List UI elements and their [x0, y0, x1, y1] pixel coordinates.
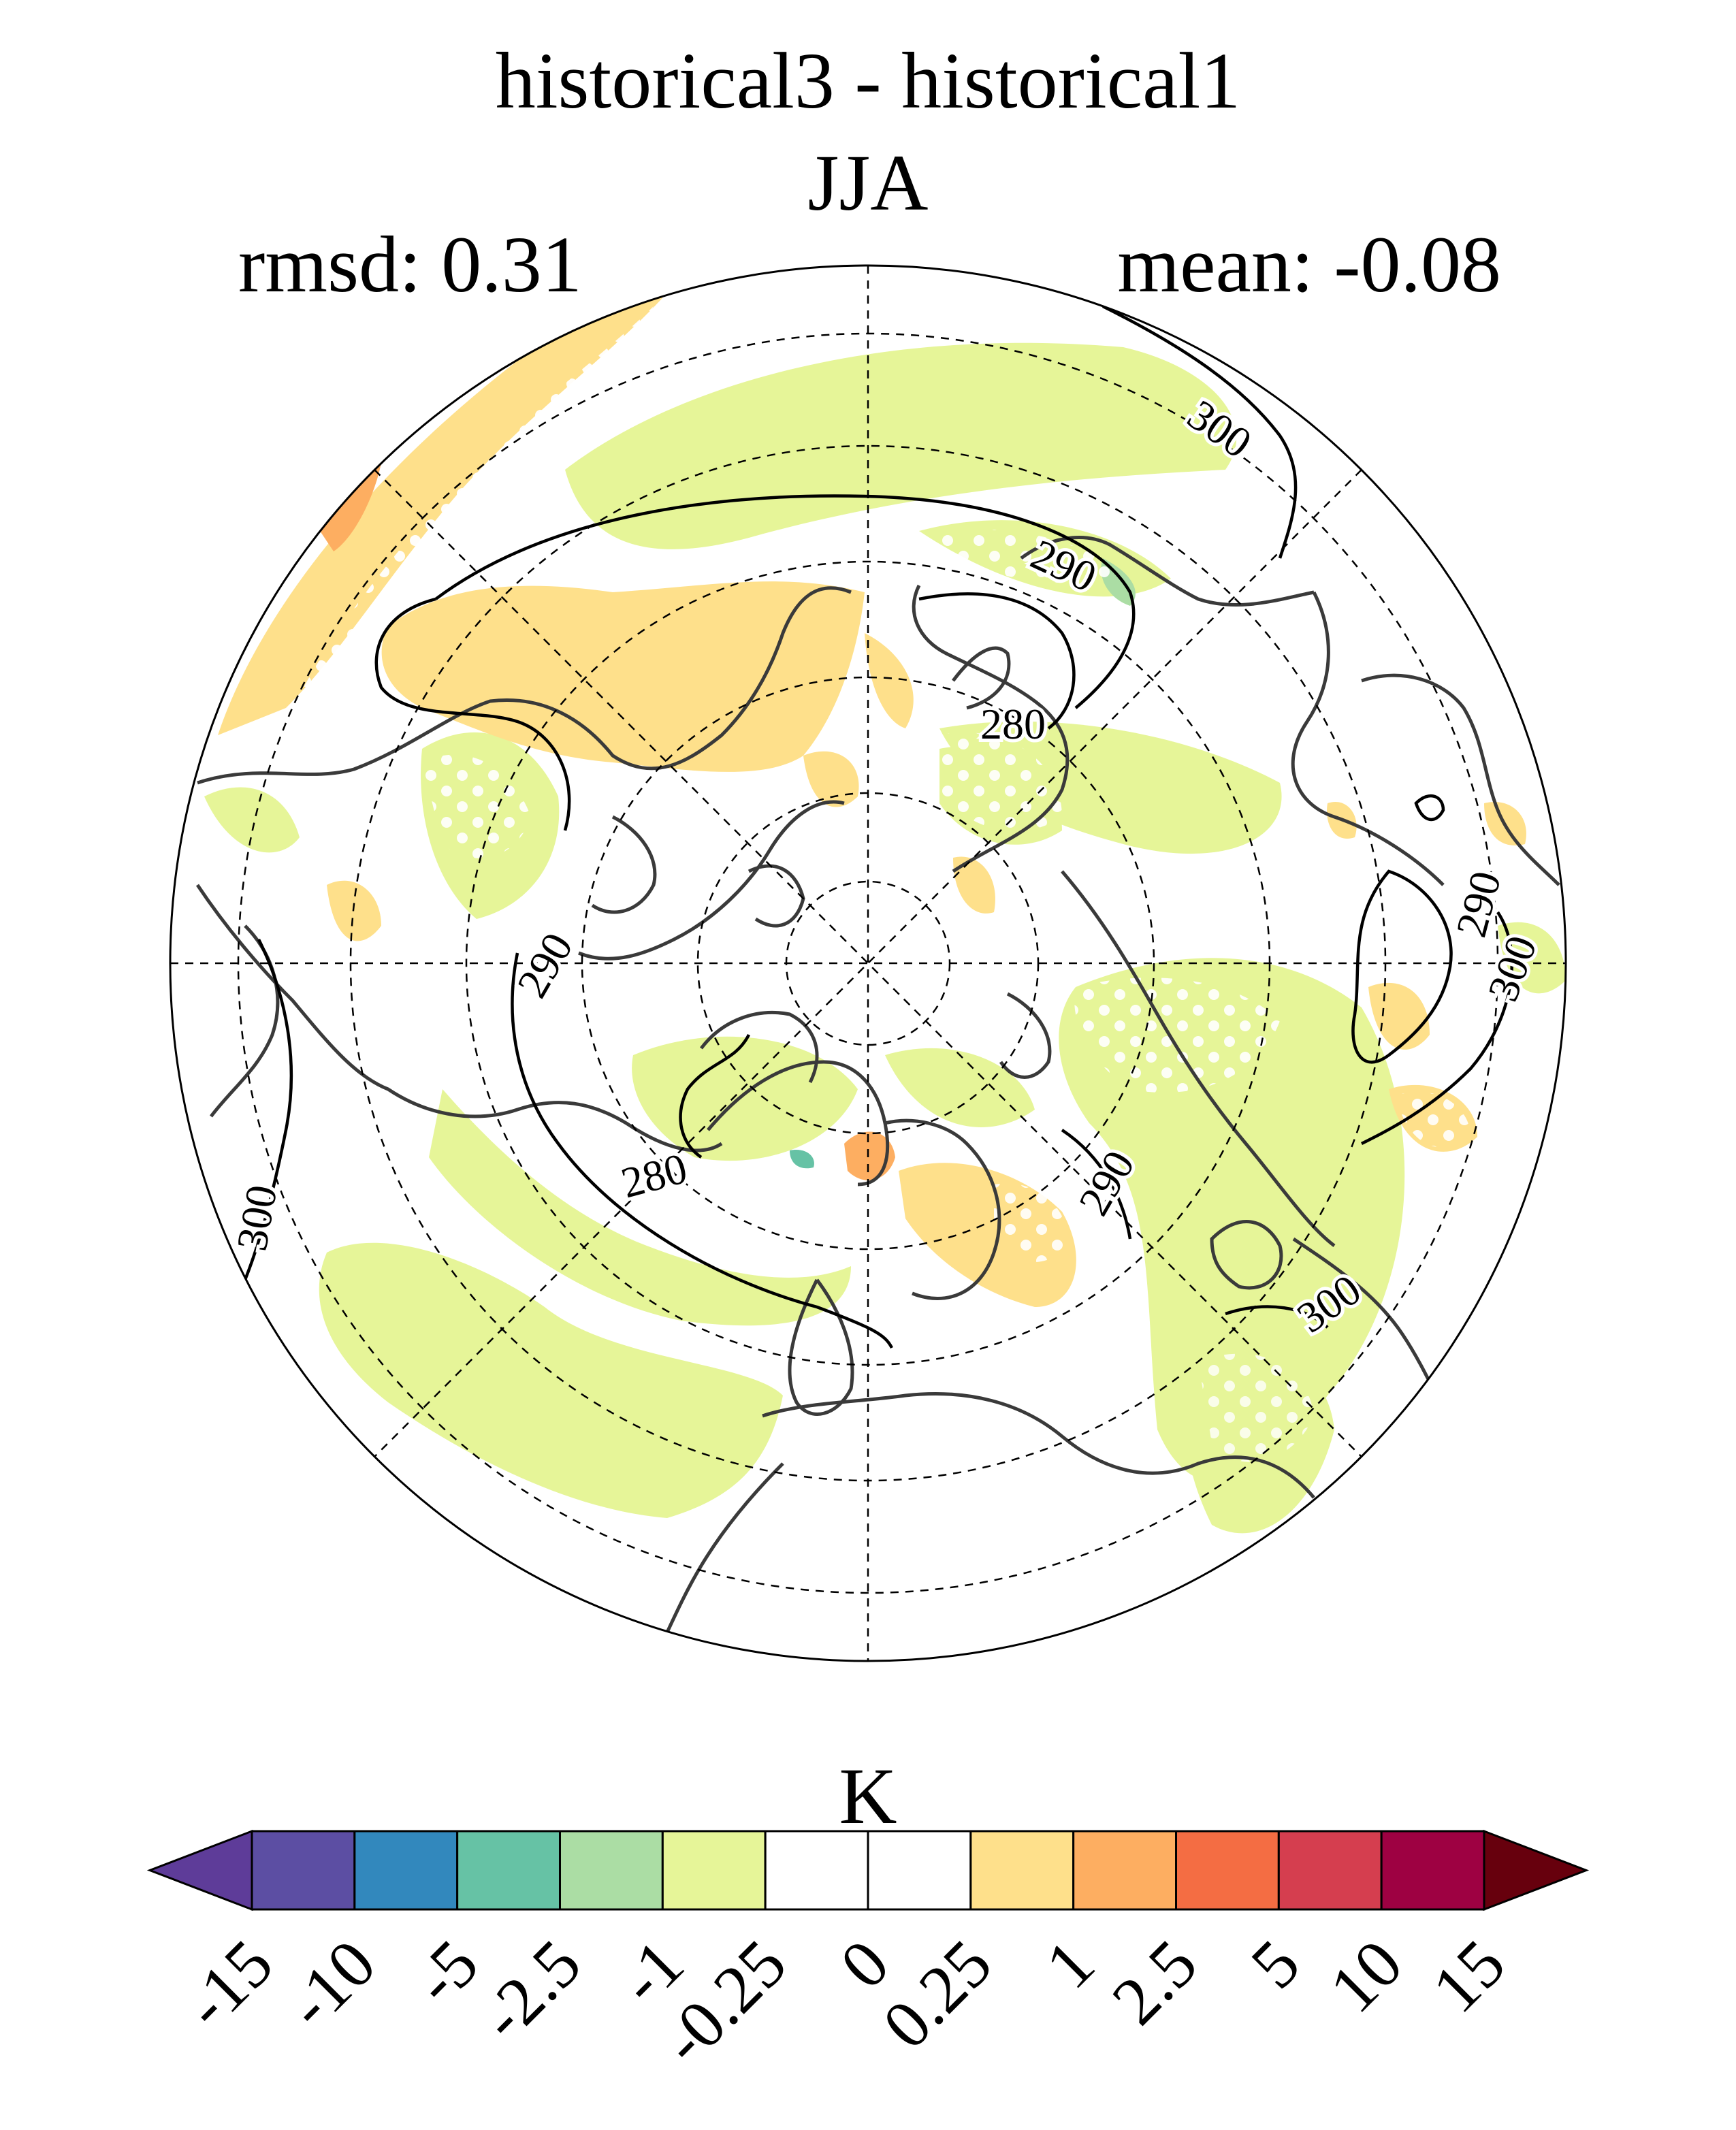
colorbar-tick-label: -0.25 [647, 1925, 801, 2079]
colorbar-box [661, 1830, 767, 1911]
colorbar-tick-label: 10 [1315, 1925, 1417, 2027]
stipple-region [293, 306, 654, 708]
polar-map: 300 290 280 280 290 290 300 290 300 300 [169, 264, 1567, 1662]
stipple-region [422, 754, 531, 858]
colorbar-box [559, 1830, 664, 1911]
anomaly-region [953, 856, 995, 914]
colorbar-tick-label: 1 [1031, 1925, 1109, 2003]
colorbar-over-triangle [1483, 1829, 1590, 1911]
colorbar-tick-label: 5 [1236, 1925, 1314, 2003]
anomaly-region [790, 1150, 814, 1169]
contour-label: 280 [980, 700, 1046, 748]
colorbar-tick-label: -2.5 [466, 1925, 595, 2054]
anomaly-region [204, 787, 300, 853]
climatology-contours [243, 304, 1514, 1349]
colorbar-tick-label: 15 [1418, 1925, 1520, 2027]
anomaly-region [632, 1036, 858, 1161]
colorbar-under-triangle [146, 1829, 253, 1911]
colorbar-box [456, 1830, 562, 1911]
map-title: historical3 - historical1 [495, 36, 1241, 125]
colorbar-units: K [839, 1752, 897, 1841]
colorbar-box [353, 1830, 459, 1911]
anomaly-region [218, 293, 667, 735]
colorbar-tick-label: -15 [170, 1925, 287, 2043]
colorbar-box [969, 1830, 1075, 1911]
colorbar-box [764, 1830, 869, 1911]
anomaly-region [885, 1048, 1035, 1127]
anomaly-region [319, 1242, 783, 1518]
colorbar-tick-label: 2.5 [1097, 1925, 1211, 2039]
mean-label: mean: -0.08 [1117, 220, 1501, 309]
rmsd-label: rmsd: 0.31 [238, 220, 582, 309]
colorbar-tick-label: 0.25 [868, 1925, 1006, 2063]
anomaly-region [320, 463, 381, 551]
stipple-region [939, 732, 1062, 831]
anomaly-region [1498, 922, 1566, 994]
stipple-region [1074, 978, 1280, 1093]
anomaly-region [565, 342, 1237, 549]
anomaly-region [865, 633, 914, 728]
anomaly-region [803, 751, 859, 807]
colorbar-box [1380, 1830, 1485, 1911]
anomaly-region [381, 581, 865, 772]
season-label: JJA [807, 138, 929, 227]
colorbar-tick-label: -10 [272, 1925, 390, 2043]
colorbar-box [867, 1830, 972, 1911]
stipple-region [1396, 1091, 1470, 1148]
colorbar-box [251, 1830, 356, 1911]
colorbar-box [1277, 1830, 1383, 1911]
map-boundary [169, 264, 1567, 1662]
graticule [170, 265, 1566, 1661]
colorbar-box [1175, 1830, 1280, 1911]
anomaly-region [429, 1089, 851, 1326]
stipple-region [994, 1183, 1069, 1262]
colorbar-box [1072, 1830, 1177, 1911]
